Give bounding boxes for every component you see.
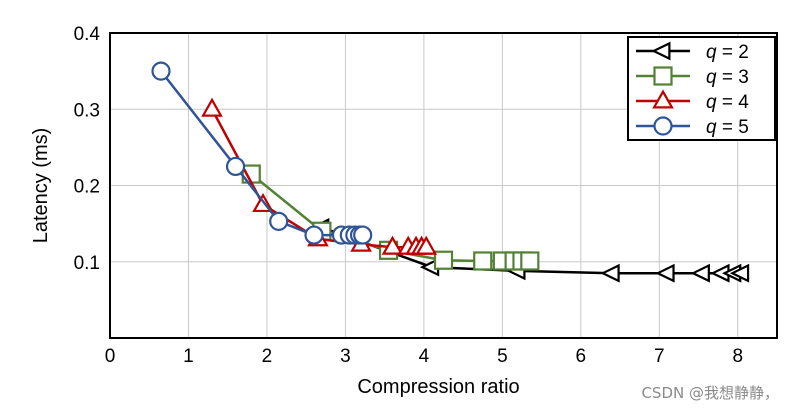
data-point	[269, 211, 289, 231]
x-tick-label: 7	[654, 346, 665, 367]
series-q-2	[310, 218, 750, 283]
x-tick-label: 1	[183, 346, 194, 367]
plot-area	[151, 61, 750, 283]
plot-frame	[109, 32, 778, 339]
legend-marker	[652, 89, 674, 109]
data-point	[415, 235, 438, 255]
watermark: CSDN @我想静静，	[641, 384, 779, 402]
legend: q = 2 q = 3 q = 4 q = 5	[627, 36, 776, 141]
x-tick-label: 8	[732, 346, 743, 367]
legend-label: q = 5	[706, 117, 749, 138]
data-point	[473, 251, 493, 271]
data-point	[433, 250, 454, 270]
axes: 0 1 2 3 4 5 6 7 8 0.1 0.2 0.3 0.4	[74, 24, 778, 367]
x-tick-label: 4	[419, 346, 430, 367]
legend-entry: q = 5	[636, 116, 749, 138]
data-point	[520, 251, 540, 271]
data-point	[353, 225, 373, 245]
x-tick-label: 5	[497, 346, 508, 367]
data-point	[225, 156, 246, 177]
series-q-5	[151, 61, 373, 245]
data-point	[304, 225, 324, 245]
legend-entry: q = 2	[636, 41, 749, 63]
data-point	[729, 263, 750, 283]
data-point	[151, 61, 171, 81]
x-axis-label: Compression ratio	[357, 376, 519, 398]
legend-marker	[651, 41, 671, 61]
legend-label: q = 3	[706, 67, 749, 88]
x-tick-label: 6	[576, 346, 587, 367]
data-point	[690, 263, 710, 283]
y-tick-label: 0.3	[74, 100, 100, 121]
legend-box	[627, 36, 776, 141]
data-point	[655, 263, 675, 283]
legend-label: q = 2	[706, 42, 749, 63]
data-point	[201, 97, 223, 117]
data-point	[381, 235, 404, 255]
x-tick-label: 0	[105, 346, 116, 367]
legend-entry: q = 4	[636, 89, 749, 113]
x-tick-label: 3	[340, 346, 351, 367]
legend-label: q = 4	[706, 92, 749, 113]
legend-marker	[653, 116, 673, 136]
legend-entry: q = 3	[636, 66, 749, 88]
data-point	[600, 263, 620, 283]
y-tick-label: 0.4	[74, 24, 101, 45]
legend-marker	[653, 66, 673, 86]
y-tick-label: 0.1	[74, 253, 100, 274]
x-tick-label: 2	[262, 346, 273, 367]
y-tick-label: 0.2	[74, 177, 100, 198]
y-axis-label: Latency (ms)	[30, 128, 52, 244]
